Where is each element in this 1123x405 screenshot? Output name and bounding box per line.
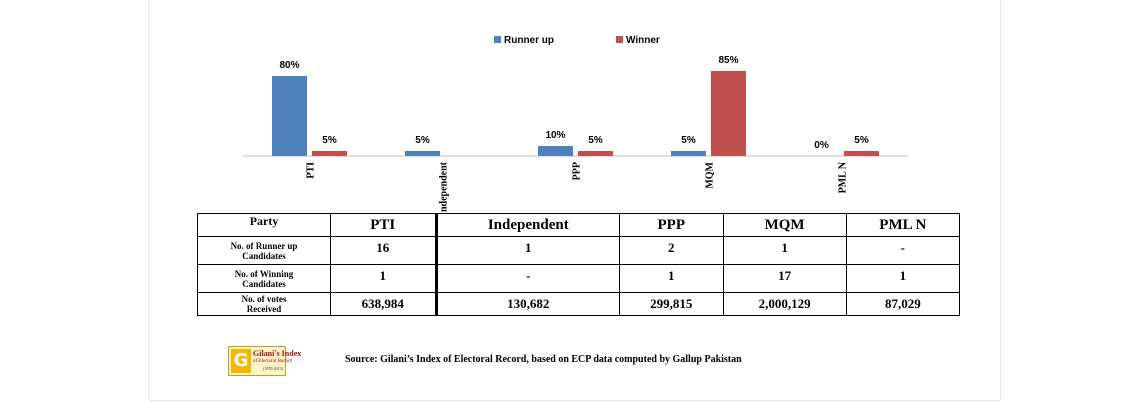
table-cell: 17: [722, 264, 847, 293]
data-label: 5%: [588, 135, 603, 146]
bar: [272, 76, 307, 156]
logo-subtitle: of Electoral Record: [253, 359, 293, 364]
table-cell: 130,682: [434, 292, 621, 316]
bar: [578, 151, 613, 156]
party-column-header: PML N: [845, 213, 961, 237]
panel-left-edge: [148, 0, 150, 400]
table-cell: -: [434, 264, 621, 293]
table-cell: 87,029: [845, 292, 961, 316]
row-header-cell: No. of votes Received: [197, 292, 331, 316]
bar: [844, 151, 879, 156]
data-label: 5%: [854, 135, 869, 146]
data-label: 0%: [814, 140, 829, 151]
party-column-header: PTI: [330, 213, 437, 237]
row-header-cell: No. of Runner up Candidates: [197, 236, 331, 265]
table-cell: -: [845, 236, 961, 265]
bar: [312, 151, 347, 156]
legend-label: Runner up: [504, 35, 554, 46]
data-label: 5%: [681, 135, 696, 146]
table-cell: 1: [619, 264, 724, 293]
bar: [538, 146, 573, 156]
g-logo-icon: G: [231, 349, 251, 373]
row-header-line: Candidates: [242, 250, 286, 261]
party-header-cell: Party: [197, 213, 331, 237]
table-cell: 1: [330, 264, 437, 293]
bar: [711, 71, 746, 156]
x-tick-label: PML N: [838, 161, 849, 193]
row-header-line: Candidates: [242, 278, 286, 289]
table-cell: 299,815: [619, 292, 724, 316]
bar: [405, 151, 440, 156]
party-statistics-table: Party PTI Independent PPP MQM PML N No. …: [197, 213, 961, 316]
data-label: 5%: [415, 135, 430, 146]
table-row: No. of votes Received 638,984 130,682 299…: [197, 292, 961, 316]
table-header-row: Party PTI Independent PPP MQM PML N: [197, 213, 961, 237]
logo-title: Gilani's Index: [253, 349, 302, 358]
table-cell: 16: [330, 236, 437, 265]
table-row: No. of Winning Candidates 1 - 1 17 1: [197, 264, 961, 293]
row-header-line: Received: [246, 304, 282, 314]
x-tick-label: PPP: [572, 162, 583, 180]
x-tick-label: Independent: [439, 161, 450, 212]
logo-years: (1970-2013): [263, 366, 283, 371]
gilani-index-logo: G Gilani's Index of Electoral Record (19…: [228, 346, 301, 376]
table-cell: 1: [845, 264, 961, 293]
legend-label: Winner: [626, 35, 660, 46]
table-cell: 2: [619, 236, 724, 265]
data-label: 85%: [718, 55, 738, 66]
x-tick-label: MQM: [705, 161, 716, 188]
party-column-header: PPP: [619, 213, 724, 237]
party-column-header: MQM: [722, 213, 847, 237]
bar: [671, 151, 706, 156]
bar-chart: Runner up Winner 80% 5% PTI 5% Independent 10% 5…: [243, 35, 908, 212]
legend-swatch: [616, 36, 623, 43]
source-note: Source: Gilani’s Index of Electoral Reco…: [345, 354, 742, 365]
figure-panel: [150, 0, 1001, 401]
row-header-cell: No. of Winning Candidates: [197, 264, 331, 293]
data-label: 10%: [545, 130, 565, 141]
row-header-line: No. of votes: [241, 294, 287, 304]
table-cell: 638,984: [330, 292, 437, 316]
table-row: No. of Runner up Candidates 16 1 2 1 -: [197, 236, 961, 265]
table-cell: 1: [434, 236, 621, 265]
party-column-header: Independent: [434, 213, 621, 237]
row-header-line: No. of Runner up: [230, 240, 298, 251]
legend-swatch: [494, 36, 501, 43]
x-tick-label: PTI: [306, 162, 317, 179]
table-cell: 2,000,129: [722, 292, 847, 316]
row-header-line: No. of Winning: [234, 268, 294, 279]
data-label: 80%: [279, 60, 299, 71]
data-label: 5%: [322, 135, 337, 146]
table-cell: 1: [722, 236, 847, 265]
